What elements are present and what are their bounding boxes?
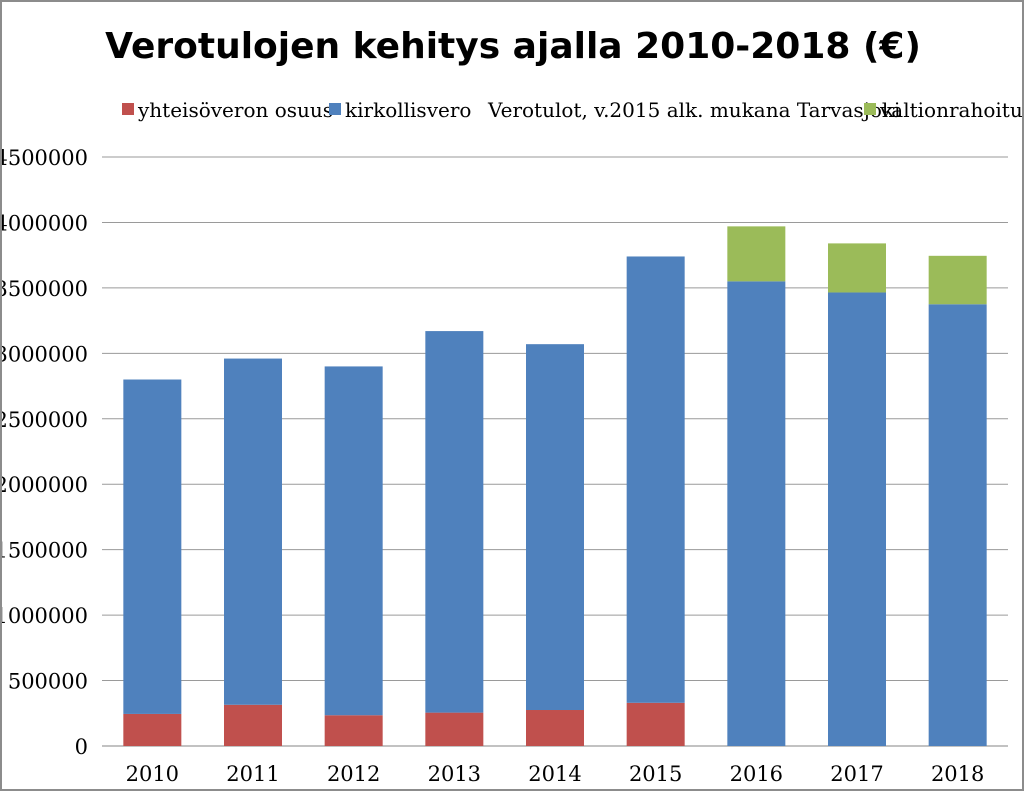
x-tick-label: 2018	[931, 762, 984, 786]
bar-2012-series-1	[324, 366, 383, 716]
legend-label: yhteisöveron osuus	[137, 98, 333, 122]
bar-2010-series-1	[123, 379, 182, 714]
legend-swatch	[864, 103, 876, 115]
legend-swatch	[122, 103, 134, 115]
y-tick-label: 0	[75, 735, 88, 759]
y-tick-label: 4000000	[2, 211, 88, 235]
bar-2011-series-0	[224, 704, 282, 746]
bar-2016-series-1	[727, 281, 786, 746]
bar-2018-series-3	[928, 255, 987, 305]
legend-label: kirkollisvero	[345, 98, 471, 122]
x-tick-label: 2013	[428, 762, 481, 786]
x-tick-label: 2015	[629, 762, 682, 786]
bar-2010-series-0	[123, 713, 182, 746]
y-tick-label: 4500000	[2, 146, 88, 170]
bar-2015-series-1	[626, 256, 685, 703]
bar-2015-series-0	[626, 702, 685, 746]
y-tick-label: 500000	[8, 670, 88, 694]
bar-2013-series-0	[425, 712, 484, 746]
bar-2012-series-0	[324, 715, 383, 746]
y-tick-label: 3000000	[2, 342, 88, 366]
legend: yhteisöveron osuus kirkollisvero Verotulot…	[122, 98, 1024, 122]
bar-2017-series-3	[828, 243, 886, 293]
bar-2017-series-1	[828, 292, 886, 746]
bar-2016-series-3	[727, 226, 786, 282]
chart-title: Verotulojen kehitys ajalla 2010-2018 (€)	[105, 26, 921, 67]
x-tick-label: 2012	[327, 762, 380, 786]
legend-label: valtionrahoitus	[879, 98, 1022, 122]
bar-2014-series-0	[526, 710, 584, 746]
x-tick-label: 2017	[830, 762, 883, 786]
x-tick-label: 2014	[528, 762, 581, 786]
legend-label: Verotulot, v.2015 alk. mukana Tarvasjoki	[487, 98, 900, 122]
legend-swatch	[329, 103, 341, 115]
y-tick-label: 2500000	[2, 408, 88, 432]
x-tick-label: 2016	[730, 762, 783, 786]
y-tick-label: 3500000	[2, 277, 88, 301]
bars	[123, 226, 987, 746]
y-axis-tick-labels: 0 500000 1000000 1500000 2000000 2500000 30000…	[0, 146, 88, 759]
bar-2013-series-1	[425, 331, 484, 713]
y-tick-label: 2000000	[2, 473, 88, 497]
x-tick-label: 2010	[126, 762, 179, 786]
x-axis-tick-labels: 2010 2011 2012 2013 2014 2015 2016 2017 2018	[126, 762, 985, 786]
bar-2018-series-1	[928, 304, 987, 746]
bar-2011-series-1	[224, 358, 282, 705]
y-tick-label: 1500000	[2, 539, 88, 563]
bar-2014-series-1	[526, 344, 584, 711]
y-tick-label: 1000000	[2, 604, 88, 628]
x-tick-label: 2011	[226, 762, 279, 786]
